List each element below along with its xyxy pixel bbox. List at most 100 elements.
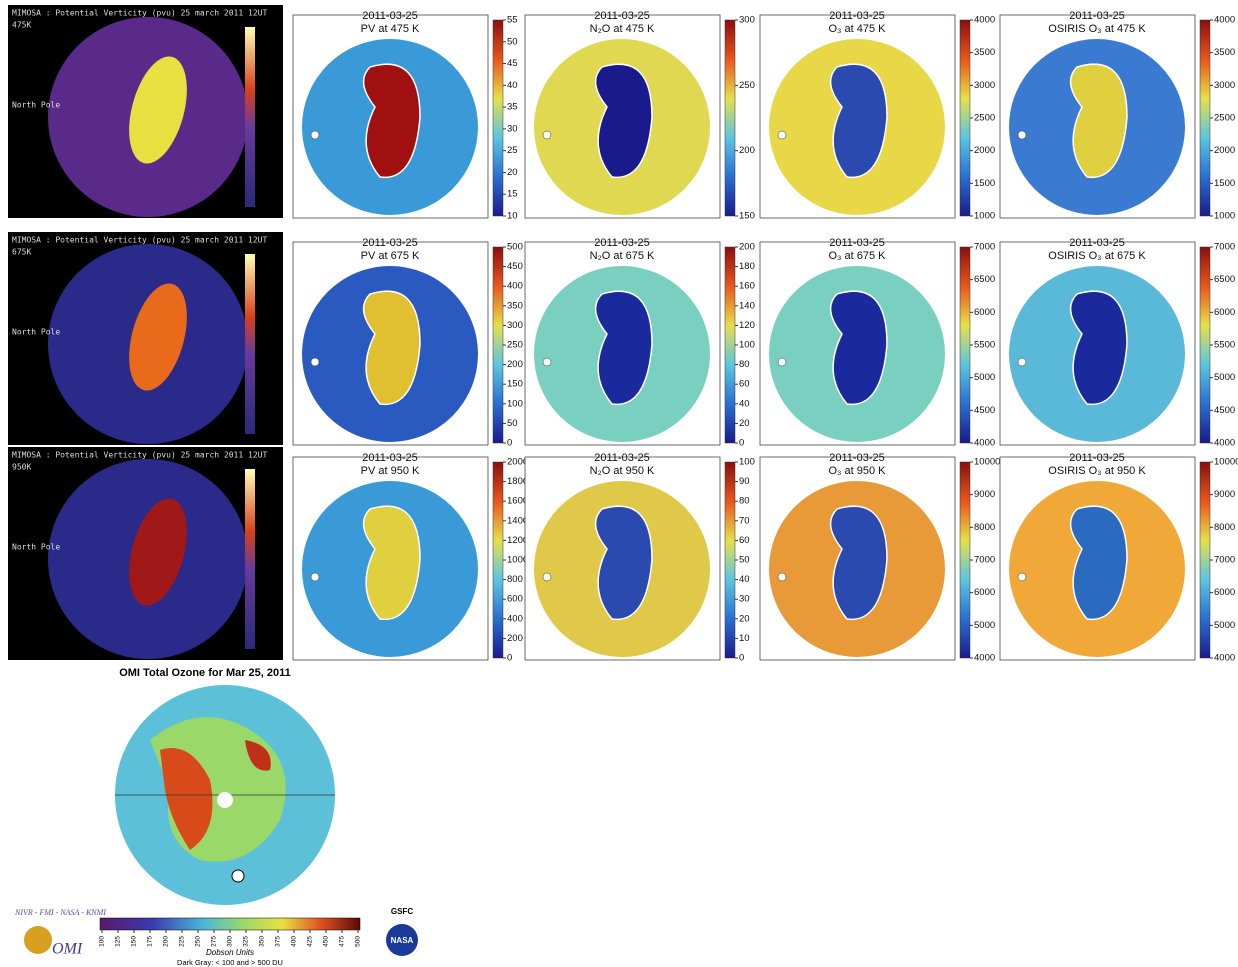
mimosa-panel: MIMOSA : Potential Verticity (pvu) 25 ma… (8, 5, 283, 218)
colorbar-tick-label: 70 (739, 515, 750, 526)
station (543, 573, 551, 581)
omi-colorbar-tick-label: 125 (115, 936, 122, 947)
panel-date: 2011-03-25 (829, 452, 884, 464)
mimosa-level: 675K (12, 248, 31, 257)
mimosa-header: MIMOSA : Potential Verticity (pvu) 25 ma… (12, 236, 267, 245)
omi-colorbar-tick-label: 500 (355, 936, 362, 947)
omi-logo-mark (24, 926, 52, 954)
colorbar-tick-label: 80 (739, 496, 750, 507)
colorbar (493, 20, 503, 216)
omi-logo: OMI (52, 941, 83, 958)
colorbar-tick-label: 0 (739, 653, 744, 664)
colorbar-tick-label: 150 (507, 379, 523, 390)
colorbar-tick-label: 10 (507, 211, 518, 222)
colorbar-tick-label: 90 (739, 476, 750, 487)
colorbar-tick-label: 200 (507, 633, 523, 644)
colorbar-tick-label: 200 (739, 242, 755, 253)
colorbar-tick-label: 4500 (974, 405, 995, 416)
colorbar-tick-label: 4000 (1214, 15, 1235, 26)
omi-colorbar-tick-label: 450 (323, 936, 330, 947)
colorbar (960, 247, 970, 443)
colorbar-tick-label: 0 (507, 653, 512, 664)
panel-date: 2011-03-25 (1069, 452, 1124, 464)
panel-date: 2011-03-25 (1069, 10, 1124, 22)
omi-colorbar-tick-label: 475 (339, 936, 346, 947)
omi-colorbar-tick-label: 200 (163, 936, 170, 947)
colorbar-tick-label: 5500 (1214, 340, 1235, 351)
colorbar-tick-label: 3500 (974, 47, 995, 58)
omi-note: Dark Gray: < 100 and > 500 DU (177, 958, 283, 967)
station (778, 131, 786, 139)
colorbar-tick-label: 1000 (1214, 211, 1235, 222)
mimosa-level: 475K (12, 21, 31, 30)
colorbar-tick-label: 400 (507, 613, 523, 624)
mimosa-panel: MIMOSA : Potential Verticity (pvu) 25 ma… (8, 232, 283, 445)
colorbar-tick-label: 50 (739, 555, 750, 566)
omi-station (232, 870, 244, 882)
station (778, 358, 786, 366)
omi-pole (217, 792, 233, 808)
colorbar-tick-label: 55 (507, 15, 518, 26)
colorbar-tick-label: 10000 (974, 457, 1000, 468)
panel-date: 2011-03-25 (362, 452, 417, 464)
station (543, 131, 551, 139)
colorbar-tick-label: 100 (739, 457, 755, 468)
station (1018, 573, 1026, 581)
colorbar-tick-label: 4000 (1214, 653, 1235, 664)
map-panel: 2011-03-25O₃ at 675 K4000450050005500600… (760, 237, 995, 449)
colorbar-tick-label: 20 (507, 167, 518, 178)
colorbar-tick-label: 8000 (974, 522, 995, 533)
panel-title: PV at 950 K (361, 465, 420, 477)
mimosa-pole-label: North Pole (12, 101, 60, 110)
colorbar (725, 462, 735, 658)
colorbar-tick-label: 2500 (1214, 113, 1235, 124)
colorbar-tick-label: 350 (507, 300, 523, 311)
omi-colorbar-tick-label: 225 (179, 936, 186, 947)
colorbar-tick-label: 50 (507, 36, 518, 47)
station (1018, 131, 1026, 139)
colorbar-tick-label: 7000 (974, 242, 995, 253)
map-panel: 2011-03-25PV at 675 K0501001502002503003… (293, 237, 523, 449)
colorbar-tick-label: 500 (507, 242, 523, 253)
colorbar-tick-label: 6000 (974, 307, 995, 318)
panel-date: 2011-03-25 (362, 10, 417, 22)
colorbar-tick-label: 40 (739, 574, 750, 585)
mimosa-colorbar (245, 27, 255, 207)
colorbar-tick-label: 1500 (1214, 178, 1235, 189)
colorbar-tick-label: 0 (507, 438, 512, 449)
nasa-logo-text: NASA (391, 936, 414, 945)
panel-date: 2011-03-25 (1069, 237, 1124, 249)
mimosa-colorbar (245, 469, 255, 649)
colorbar (493, 462, 503, 658)
colorbar-tick-label: 40 (507, 80, 518, 91)
colorbar (1200, 247, 1210, 443)
station (311, 131, 319, 139)
omi-credit: NIVR - FMI - NASA - KNMI (14, 908, 106, 917)
colorbar (1200, 20, 1210, 216)
colorbar-tick-label: 5000 (974, 620, 995, 631)
colorbar-tick-label: 5000 (1214, 372, 1235, 383)
colorbar-tick-label: 160 (739, 281, 755, 292)
station (1018, 358, 1026, 366)
colorbar-tick-label: 5000 (1214, 620, 1235, 631)
colorbar-tick-label: 3000 (974, 80, 995, 91)
colorbar (725, 247, 735, 443)
colorbar-tick-label: 5500 (974, 340, 995, 351)
panel-title: O₃ at 950 K (828, 465, 886, 477)
panel-date: 2011-03-25 (829, 10, 884, 22)
map-panel: 2011-03-25N₂O at 950 K010203040506070809… (525, 452, 755, 664)
colorbar-tick-label: 6000 (1214, 307, 1235, 318)
omi-colorbar-tick-label: 275 (211, 936, 218, 947)
omi-units: Dobson Units (206, 948, 254, 957)
figure: OMI Total Ozone for Mar 25, 2011 NIVR - … (0, 0, 1238, 967)
omi-gsfc: GSFC (391, 907, 413, 916)
colorbar-tick-label: 7000 (1214, 242, 1235, 253)
mimosa-pole-label: North Pole (12, 328, 60, 337)
colorbar-tick-label: 300 (507, 320, 523, 331)
omi-colorbar-tick-label: 400 (291, 936, 298, 947)
omi-colorbar-tick-label: 175 (147, 936, 154, 947)
